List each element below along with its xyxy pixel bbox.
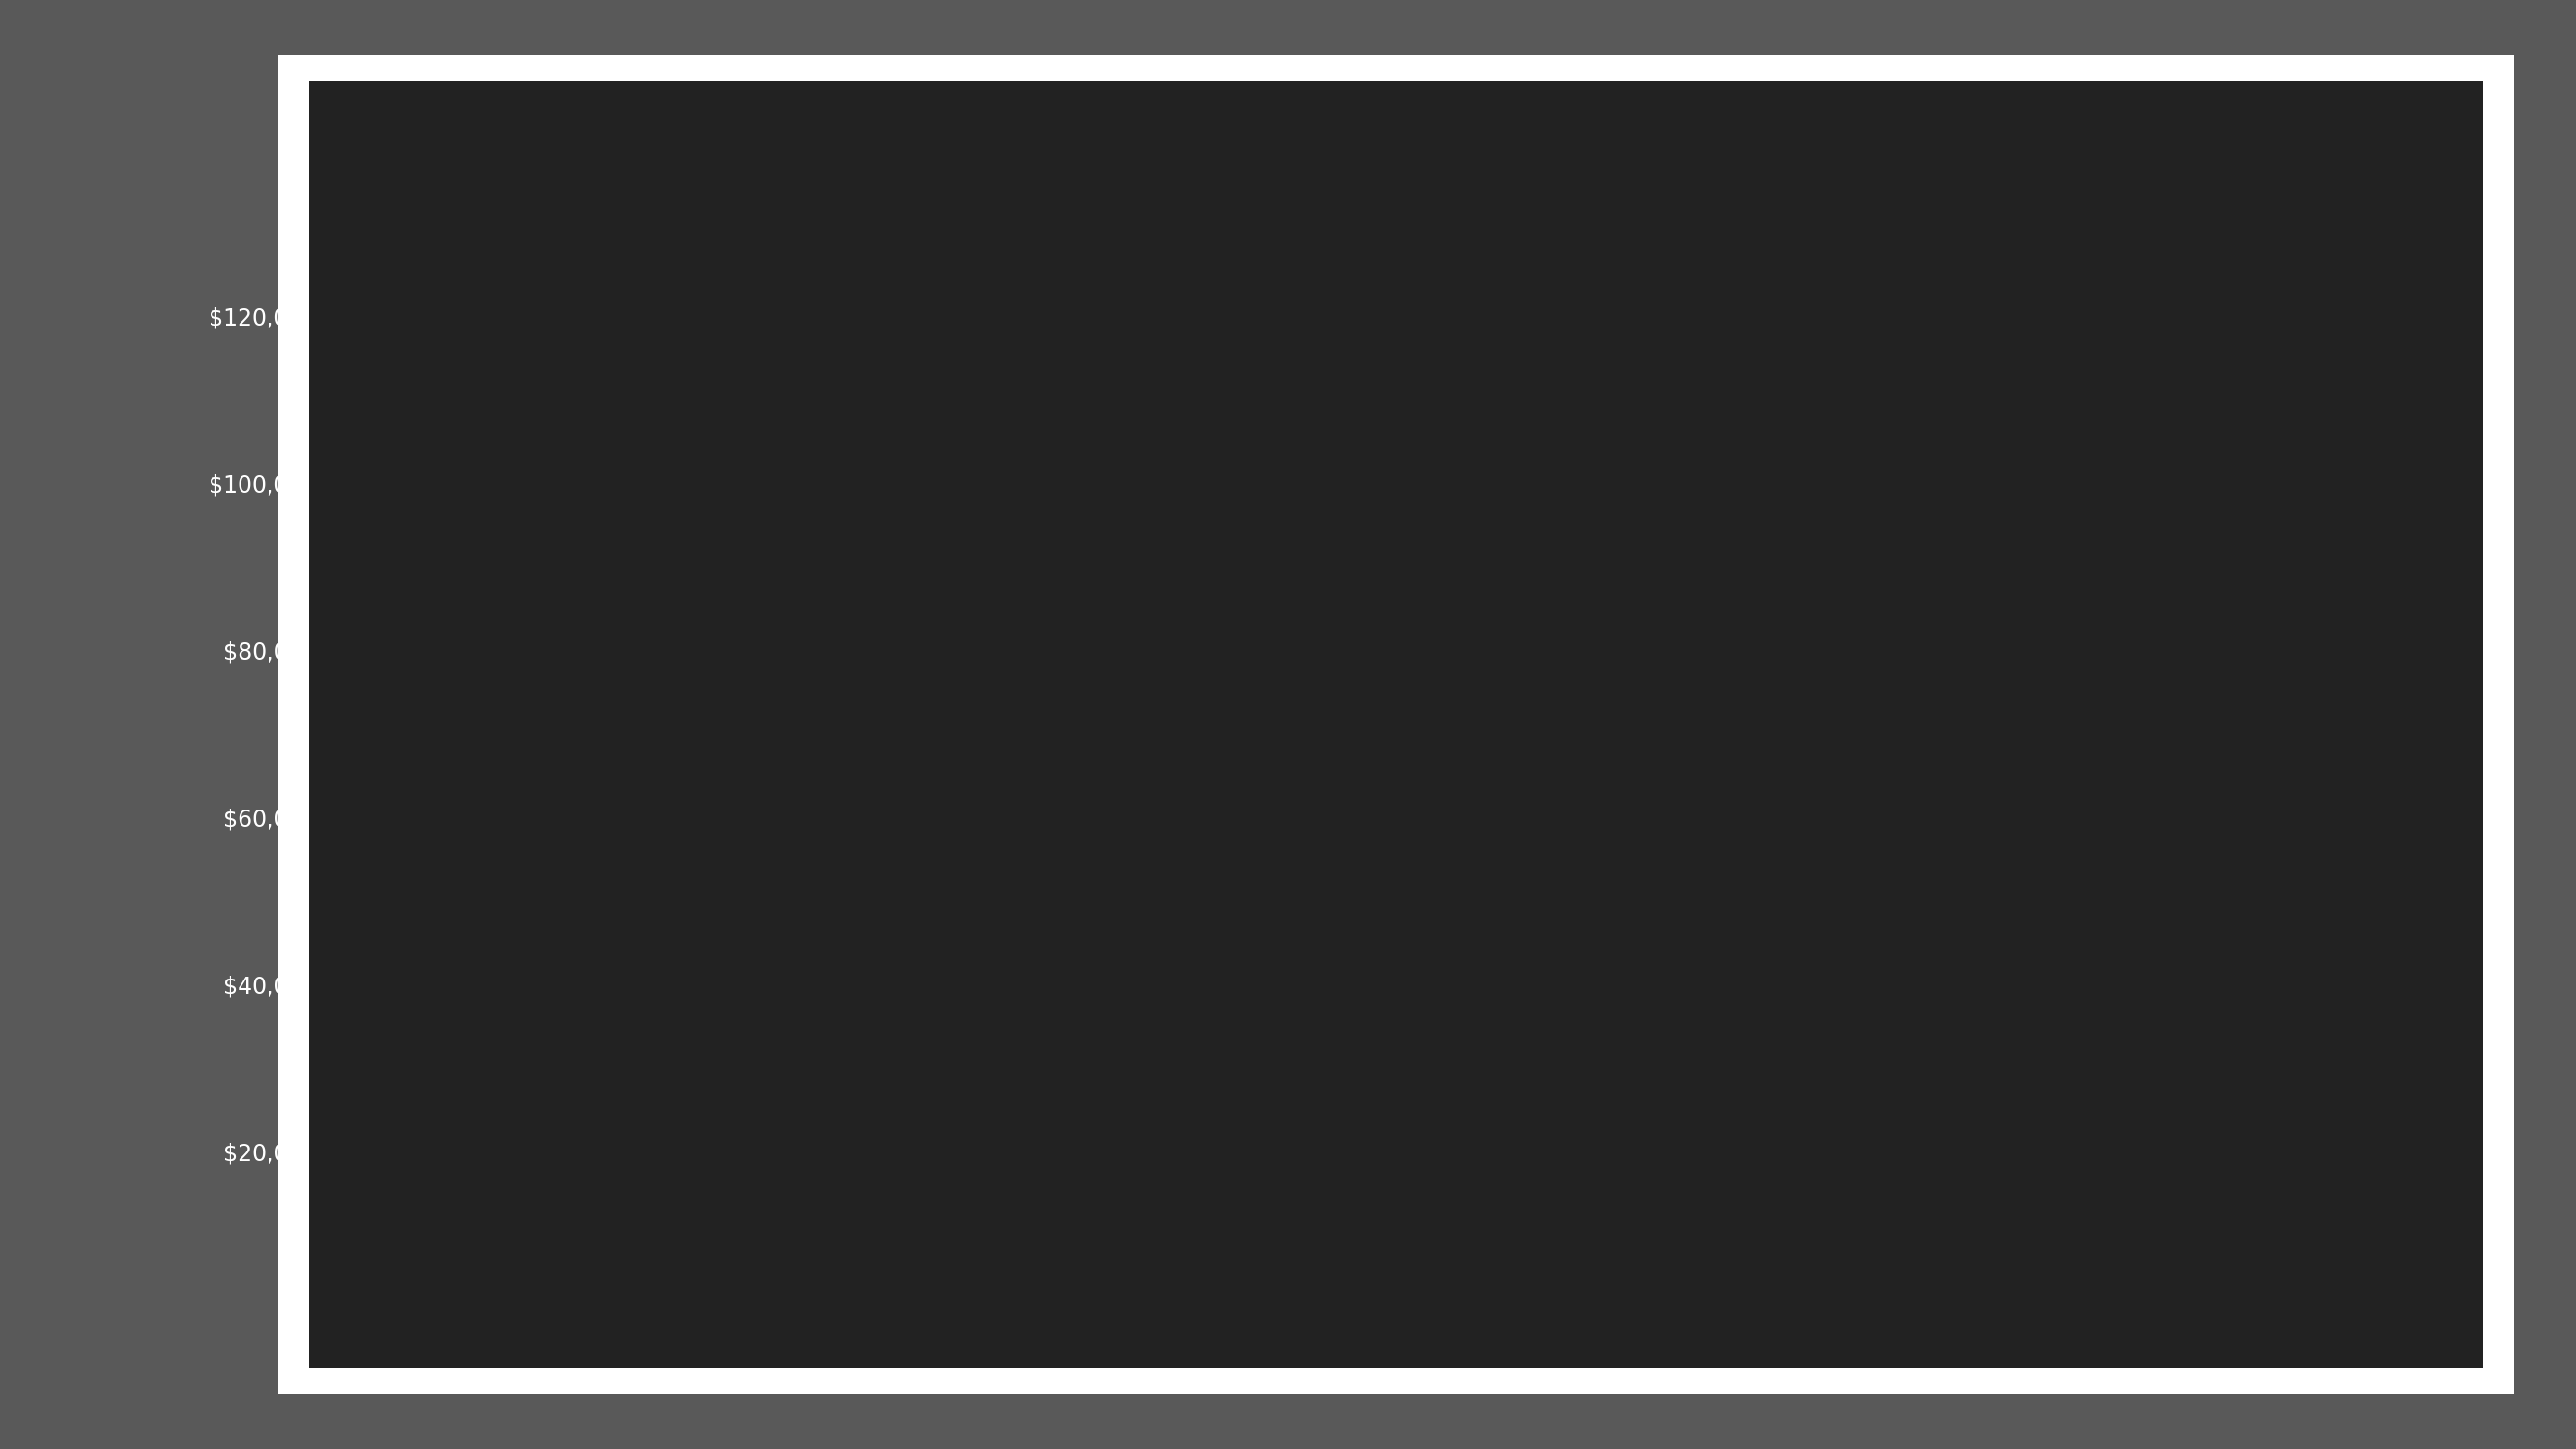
Text: $92,000: $92,000 xyxy=(381,500,482,523)
Text: $86,000: $86,000 xyxy=(598,549,698,572)
Text: $89,000: $89,000 xyxy=(1033,525,1133,548)
Text: $80,000: $80,000 xyxy=(2123,600,2223,623)
Text: $83,000: $83,000 xyxy=(1687,575,1788,598)
Text: $99,000: $99,000 xyxy=(817,440,917,464)
Text: $26,000: $26,000 xyxy=(2391,1065,2491,1088)
Title: Fund Balance History
2014-2024: Fund Balance History 2014-2024 xyxy=(1170,87,1651,187)
Text: $91,000: $91,000 xyxy=(1252,509,1352,532)
Text: $84,000: $84,000 xyxy=(1904,567,2004,590)
Text: $86,000: $86,000 xyxy=(1468,549,1569,572)
